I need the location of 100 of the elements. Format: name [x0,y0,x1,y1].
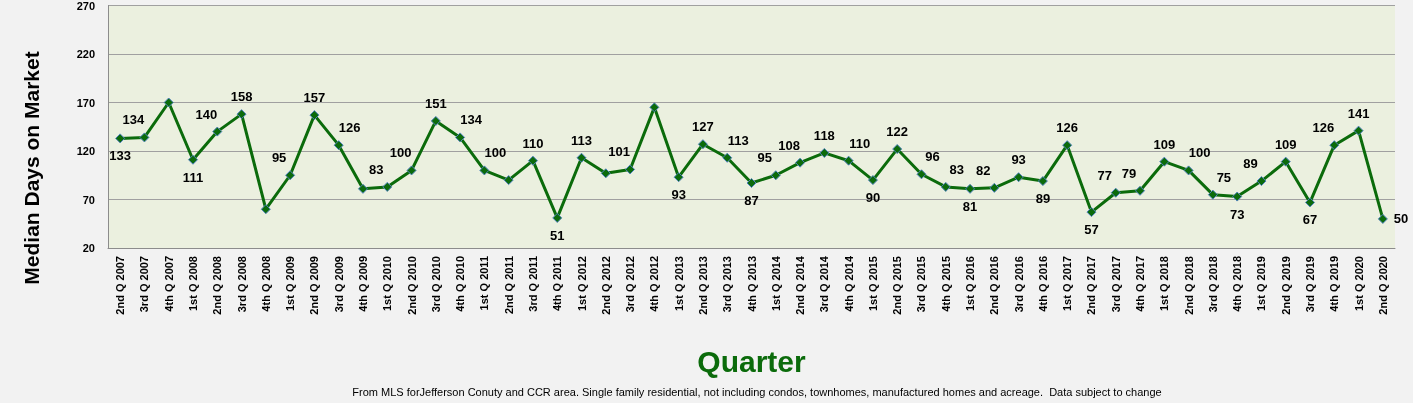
x-tick-label: 3rd Q 2007 [138,256,151,313]
point [1353,125,1364,136]
x-tick-label: 2nd Q 2017 [1085,256,1098,315]
data-label: 83 [369,161,384,177]
point [600,168,611,179]
point [309,110,320,121]
point [163,97,174,108]
data-label: 134 [460,112,483,128]
x-tick-label: 1st Q 2020 [1352,256,1365,312]
point [722,152,733,163]
point [770,170,781,181]
data-label: 100 [484,145,507,161]
data-label: 126 [338,120,361,136]
x-tick-label: 2nd Q 2016 [988,256,1001,315]
data-label: 101 [608,144,630,160]
point [746,178,757,189]
x-tick-label: 2nd Q 2010 [405,256,418,315]
x-tick-label: 2nd Q 2012 [599,256,612,315]
x-tick-label: 4th Q 2014 [842,255,855,312]
x-tick-label: 3rd Q 2015 [915,256,928,313]
point [1037,176,1048,187]
point [139,132,150,143]
data-label: 90 [865,190,881,206]
data-label: 51 [550,227,565,243]
x-tick-label: 3rd Q 2010 [429,256,442,313]
x-tick-label: 1st Q 2009 [284,256,297,312]
y-tick-label: 270 [76,0,95,12]
point [649,102,660,113]
x-tick-label: 2nd Q 2008 [211,256,224,315]
data-label: 82 [976,162,991,178]
data-label: 93 [1011,152,1026,168]
x-tick-label: 2nd Q 2018 [1182,256,1195,315]
point [795,157,806,168]
x-tick-label: 2nd Q 2015 [891,256,904,315]
x-tick-label: 3rd Q 2014 [818,255,831,313]
x-tick-label: 1st Q 2014 [769,255,782,312]
point [552,212,563,223]
x-tick-label: 4th Q 2013 [745,256,758,312]
point [819,147,830,158]
point [1280,156,1291,167]
x-tick-label: 3rd Q 2009 [332,256,345,313]
point [1159,156,1170,167]
x-tick-label: 1st Q 2016 [964,256,977,312]
data-label: 118 [813,127,835,143]
x-tick-label: 1st Q 2008 [186,256,199,312]
x-tick-label: 4th Q 2008 [259,256,272,312]
point [843,155,854,166]
data-label: 57 [1084,222,1099,238]
x-tick-label: 4th Q 2017 [1134,256,1147,312]
data-label: 126 [1056,120,1079,136]
point [260,204,271,215]
y-tick-label: 170 [76,96,95,109]
data-label: 100 [1188,145,1211,161]
data-label: 100 [389,145,412,161]
y-tick-label: 20 [82,242,95,254]
data-label: 122 [886,124,909,140]
y-tick-label: 120 [76,145,95,157]
data-label: 158 [230,89,253,105]
data-label: 110 [522,135,544,151]
data-label: 113 [727,132,749,148]
x-tick-label: 3rd Q 2011 [526,256,539,312]
x-tick-label: 4th Q 2016 [1036,256,1049,312]
point [916,169,927,180]
x-tick-label: 3rd Q 2016 [1012,256,1025,313]
x-tick-label: 4th Q 2011 [551,256,564,312]
x-tick-label: 2nd Q 2013 [696,256,709,315]
point [479,165,490,176]
x-tick-label: 2nd Q 2011 [502,256,515,315]
point [1183,165,1194,176]
point [382,181,393,192]
point [1135,185,1146,196]
point [1013,172,1024,183]
x-tick-label: 3rd Q 2019 [1304,256,1317,313]
point [1329,140,1340,151]
x-tick-label: 4th Q 2012 [648,256,661,312]
point [187,154,198,165]
point [430,115,441,126]
point [892,144,903,155]
x-tick-label: 1st Q 2018 [1158,256,1171,312]
data-label: 77 [1097,167,1112,183]
data-label: 140 [195,106,218,122]
point [697,139,708,150]
data-label: 110 [849,135,871,151]
data-label: 151 [424,95,447,111]
x-tick-label: 3rd Q 2012 [624,256,637,313]
point [1110,187,1121,198]
x-tick-label: 4th Q 2019 [1328,256,1341,312]
data-label: 50 [1393,211,1409,227]
data-label: 93 [671,187,686,203]
point [1256,176,1267,187]
point [625,164,636,175]
x-axis-title: Quarter [697,344,807,378]
x-tick-label: 1st Q 2010 [381,256,394,312]
data-label: 113 [571,132,593,148]
y-axis-title: Median Days on Market [19,51,43,285]
data-label: 89 [1035,191,1051,207]
x-tick-label: 1st Q 2012 [575,256,588,312]
point [1305,197,1316,208]
point [673,172,684,183]
x-tick-label: 3rd Q 2013 [721,256,734,313]
